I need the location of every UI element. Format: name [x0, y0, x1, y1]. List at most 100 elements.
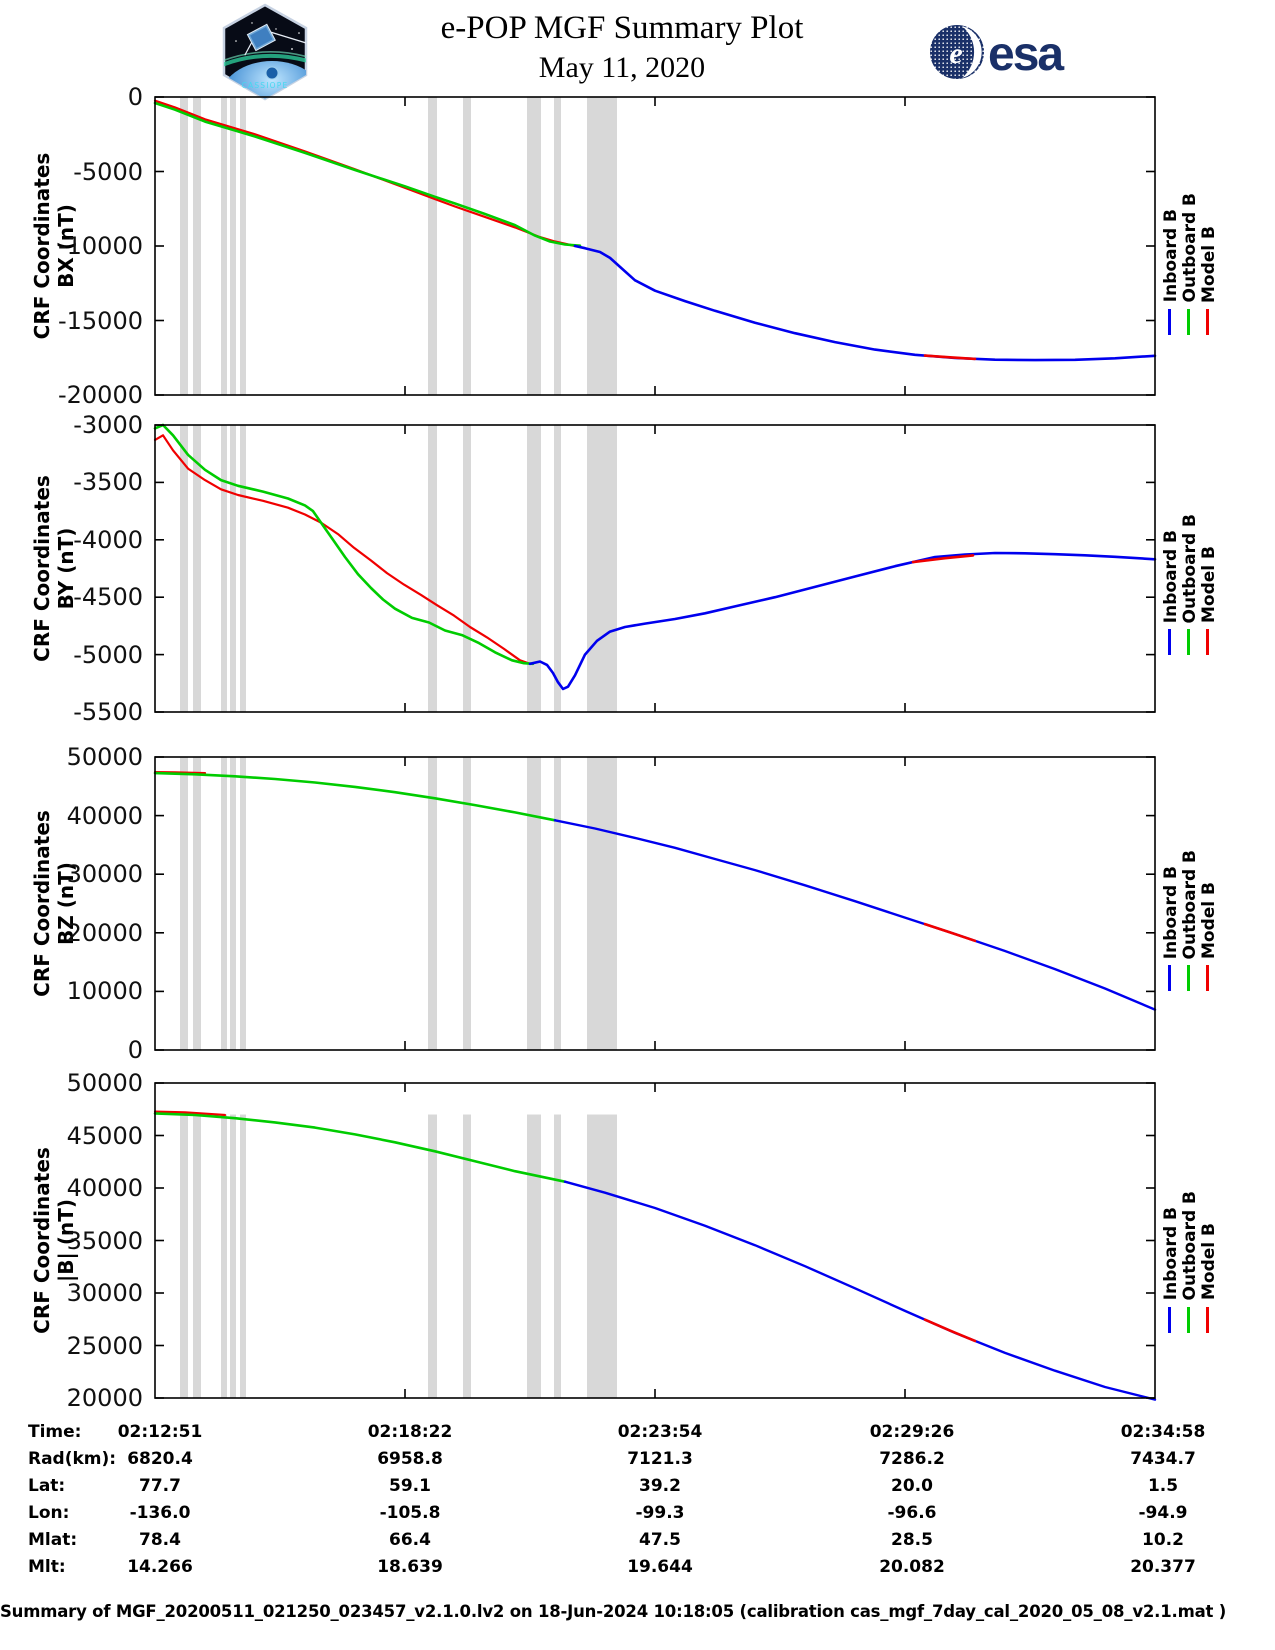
y-tick-label: 0 — [127, 83, 143, 111]
y-tick-label: 0 — [127, 1036, 143, 1064]
table-cell: 10.2 — [1142, 1530, 1184, 1550]
table-cell: 1.5 — [1147, 1476, 1179, 1496]
series-model-overlay — [923, 922, 977, 943]
legend-line-sample-outboard — [1187, 965, 1190, 992]
table-cell: 20.377 — [1130, 1557, 1196, 1577]
legend: Inboard B Outboard B Model B — [1161, 757, 1242, 1050]
y-tick-label: -3500 — [73, 468, 143, 497]
table-cell: -136.0 — [129, 1503, 191, 1523]
footer-summary-line: Summary of MGF_20200511_021250_023457_v2… — [0, 1602, 1227, 1621]
plot-canvas — [153, 96, 1157, 396]
plot-canvas — [153, 423, 1157, 713]
legend-line-sample-inboard — [1168, 1306, 1171, 1333]
data-gap-band — [554, 97, 561, 395]
y-tick-label: 40000 — [66, 801, 143, 830]
esa-logo-icon: e esa — [930, 25, 1066, 81]
table-cell: 20.082 — [879, 1557, 945, 1577]
y-tick-label: 40000 — [66, 1174, 143, 1202]
series-model-overlay — [923, 354, 977, 361]
axes-box — [154, 756, 1156, 1051]
data-gap-band — [527, 757, 541, 1050]
data-gap-band — [554, 425, 561, 712]
series-outboard — [153, 1112, 567, 1183]
legend-line-sample-outboard — [1187, 308, 1190, 335]
legend: Inboard B Outboard B Model B — [1161, 1083, 1242, 1398]
table-row-label: Lat: — [28, 1476, 66, 1496]
legend-line-sample-inboard — [1168, 308, 1171, 335]
data-gap-band — [230, 757, 236, 1050]
series-model — [153, 434, 532, 665]
legend-line-sample-outboard — [1187, 628, 1190, 655]
legend-line-sample-inboard — [1168, 628, 1171, 655]
series-inboard — [528, 551, 1157, 691]
series-model-overlay — [923, 1318, 977, 1343]
y-tick-label: 25000 — [66, 1331, 143, 1360]
y-tick-label: -15000 — [57, 306, 143, 335]
y-tick-label: 30000 — [66, 860, 143, 889]
data-gap-band — [463, 757, 471, 1050]
legend-label-model: Model B — [1199, 1223, 1219, 1301]
data-gap-band — [240, 425, 246, 712]
table-cell: 20.0 — [891, 1476, 933, 1496]
series-inboard — [553, 819, 1157, 1011]
data-gap-band — [180, 425, 188, 712]
legend-label-inboard: Inboard B — [1161, 865, 1181, 960]
y-tick-label: 50000 — [66, 743, 143, 771]
table-cell: 02:34:58 — [1120, 1422, 1206, 1442]
legend-line-sample-model — [1206, 965, 1209, 992]
data-gap-band — [193, 1114, 201, 1398]
data-gap-band — [221, 1114, 227, 1398]
table-cell: -99.3 — [635, 1503, 685, 1523]
y-tick-label: 20000 — [66, 918, 143, 947]
series-outboard — [153, 423, 535, 666]
title-date: May 11, 2020 — [538, 51, 706, 84]
y-tick-label: -20000 — [57, 381, 143, 409]
cassiope-mission-patch: CASSIOPE — [214, 3, 316, 101]
data-gap-band — [180, 1114, 188, 1398]
table-cell: 02:18:22 — [367, 1422, 453, 1442]
table-cell: 78.4 — [139, 1530, 181, 1550]
table-row-label: Mlt: — [28, 1557, 66, 1577]
data-gap-band — [527, 1114, 541, 1398]
series-outboard — [153, 771, 557, 822]
data-gap-band — [230, 425, 236, 712]
legend-line-sample-model — [1206, 308, 1209, 335]
legend-line-sample-inboard — [1168, 965, 1171, 992]
y-tick-label: 45000 — [66, 1121, 143, 1150]
data-gap-band — [428, 425, 437, 712]
legend-label-outboard: Outboard B — [1180, 849, 1200, 960]
table-cell: -94.9 — [1138, 1503, 1188, 1523]
data-gap-band — [193, 97, 201, 395]
table-cell: 18.639 — [377, 1557, 443, 1577]
data-gap-band — [587, 1114, 617, 1398]
series-model-overlay — [911, 554, 975, 564]
data-gap-band — [240, 97, 246, 395]
legend-line-sample-model — [1206, 1306, 1209, 1333]
data-gap-band — [221, 757, 227, 1050]
data-gap-band — [428, 757, 437, 1050]
y-tick-label: -5000 — [73, 640, 143, 669]
data-gap-band — [240, 757, 246, 1050]
plot-canvas — [153, 1082, 1157, 1401]
svg-text:e: e — [949, 37, 962, 70]
table-cell: 6958.8 — [377, 1449, 443, 1469]
data-gap-band — [527, 97, 541, 395]
table-cell: 7121.3 — [627, 1449, 693, 1469]
axes-box — [154, 424, 1156, 713]
table-cell: 7434.7 — [1130, 1449, 1196, 1469]
data-gap-band — [193, 757, 201, 1050]
data-gap-band — [193, 425, 201, 712]
table-cell: -105.8 — [379, 1503, 441, 1523]
data-gap-band — [587, 757, 617, 1050]
axes-box — [154, 1082, 1156, 1399]
series-inboard — [563, 1180, 1157, 1401]
data-gap-band — [527, 425, 541, 712]
y-tick-label: 20000 — [66, 1384, 143, 1412]
data-gap-band — [221, 425, 227, 712]
table-cell: 7286.2 — [879, 1449, 945, 1469]
table-cell: 02:29:26 — [869, 1422, 955, 1442]
data-gap-band — [463, 97, 471, 395]
data-gap-band — [554, 1114, 561, 1398]
table-cell: 77.7 — [139, 1476, 181, 1496]
